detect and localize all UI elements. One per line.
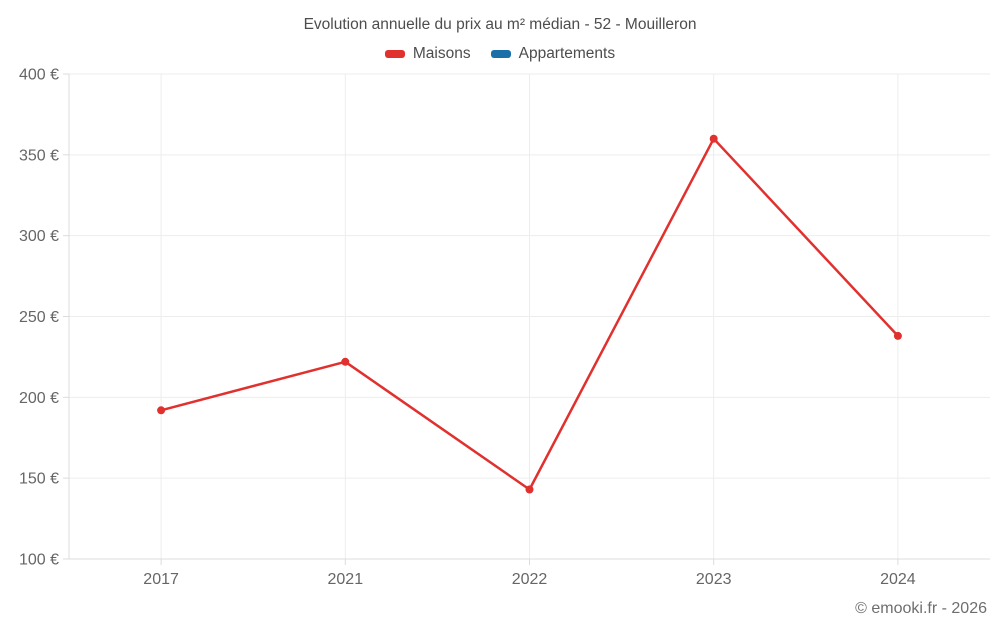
legend-label-appartements: Appartements (518, 45, 616, 62)
maisons-data-point-2023[interactable] (709, 134, 718, 143)
y-tick-label: 150 € (19, 471, 59, 488)
x-tick-label: 2024 (880, 571, 916, 588)
legend-label-maisons: Maisons (412, 45, 471, 62)
legend-item-appartements[interactable]: Appartements (490, 45, 616, 63)
appartements-series-swatch-icon (490, 50, 511, 58)
x-tick-label: 2023 (696, 571, 732, 588)
maisons-data-point-2024[interactable] (893, 331, 902, 340)
y-tick-label: 350 € (19, 147, 59, 164)
x-tick-label: 2022 (512, 571, 548, 588)
y-tick-label: 200 € (19, 390, 59, 407)
chart-title: Evolution annuelle du prix au m² médian … (303, 16, 697, 33)
maisons-data-point-2022[interactable] (525, 485, 534, 494)
y-tick-label: 300 € (19, 228, 59, 245)
copyright-credit: © emooki.fr - 2026 (855, 600, 987, 617)
y-tick-label: 100 € (19, 552, 59, 569)
legend-item-maisons[interactable]: Maisons (384, 45, 471, 63)
y-tick-label: 400 € (19, 67, 59, 84)
maisons-data-point-2021[interactable] (341, 357, 350, 366)
chart-legend: Maisons Appartements (0, 45, 1000, 63)
x-tick-label: 2017 (143, 571, 179, 588)
y-tick-label: 250 € (19, 309, 59, 326)
x-tick-label: 2021 (328, 571, 364, 588)
maisons-series-swatch-icon (384, 50, 405, 58)
maisons-data-point-2017[interactable] (157, 406, 166, 415)
